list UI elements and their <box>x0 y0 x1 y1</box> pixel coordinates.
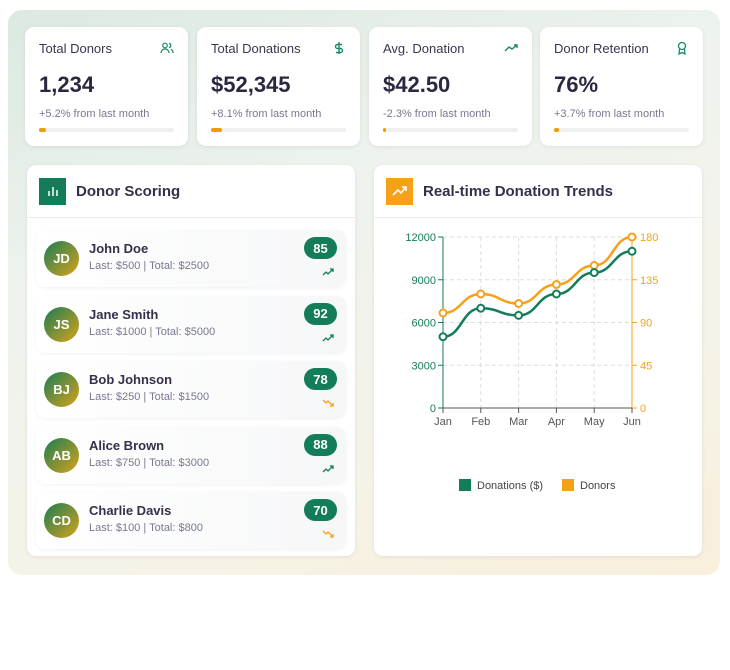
donor-row[interactable]: AB Alice Brown Last: $750 | Total: $3000… <box>36 426 346 484</box>
stat-card: Avg. Donation $42.50 -2.3% from last mon… <box>369 27 532 146</box>
donor-details: Last: $750 | Total: $3000 <box>89 456 210 469</box>
users-icon <box>160 41 174 55</box>
data-point <box>627 232 637 242</box>
score-badge: 78 <box>304 368 337 390</box>
stat-value: 1,234 <box>39 72 95 97</box>
score-badge: 85 <box>304 237 337 259</box>
trending-up-icon <box>322 330 334 341</box>
trending-up-icon <box>504 41 518 55</box>
y-left-tick-label: 3000 <box>412 360 436 372</box>
stat-title: Total Donors <box>39 41 112 56</box>
stat-progress-fill <box>39 128 46 132</box>
score-badge: 70 <box>304 499 337 521</box>
y-right-tick-label: 45 <box>640 360 652 372</box>
stat-value: $42.50 <box>383 72 451 97</box>
donor-name: John Doe <box>89 241 149 256</box>
donor-name: Charlie Davis <box>89 503 172 518</box>
panel-title: Real-time Donation Trends <box>423 182 614 200</box>
donor-row[interactable]: BJ Bob Johnson Last: $250 | Total: $1500… <box>36 361 346 418</box>
data-point <box>551 280 561 289</box>
data-point <box>589 268 599 278</box>
stat-title: Donor Retention <box>554 41 649 56</box>
stat-card: Total Donations $52,345 +8.1% from last … <box>197 27 360 146</box>
stat-change: +8.1% from last month <box>211 108 322 120</box>
donor-details: Last: $250 | Total: $1500 <box>89 391 210 403</box>
donor-details: Last: $1000 | Total: $5000 <box>89 325 216 338</box>
y-left-tick-label: 6000 <box>412 318 436 330</box>
legend-label: Donations ($) <box>477 480 543 492</box>
stat-value: 76% <box>554 72 599 97</box>
stat-progress-bar <box>211 128 346 132</box>
x-tick-label: Mar <box>509 416 528 428</box>
data-point <box>438 332 448 342</box>
series-line <box>442 235 633 315</box>
y-right-tick-label: 90 <box>640 318 652 330</box>
legend-label: Donors <box>580 480 616 492</box>
score-badge: 88 <box>304 433 337 456</box>
donor-row[interactable]: JD John Doe Last: $500 | Total: $2500 85 <box>36 230 346 287</box>
avatar: BJ <box>44 372 79 407</box>
donor-name: Bob Johnson <box>89 372 173 387</box>
donor-name: Jane Smith <box>89 306 159 322</box>
legend-swatch <box>459 479 471 491</box>
trending-down-icon <box>322 526 334 538</box>
avatar: AB <box>44 437 79 473</box>
stat-progress-fill <box>383 128 386 132</box>
donor-scoring-panel: Donor Scoring JD John Doe Last: $500 | T… <box>27 165 355 556</box>
data-point <box>589 261 599 270</box>
data-point <box>627 246 637 256</box>
stat-card: Donor Retention 76% +3.7% from last mont… <box>540 27 703 146</box>
stat-title: Total Donations <box>211 41 301 56</box>
avatar: JS <box>44 306 79 342</box>
stat-card: Total Donors 1,234 +5.2% from last month <box>25 27 188 146</box>
stat-title: Avg. Donation <box>383 41 465 56</box>
donor-name: Alice Brown <box>89 437 165 453</box>
y-right-tick-label: 180 <box>640 232 658 244</box>
stat-progress-bar <box>554 128 689 132</box>
stat-change: +3.7% from last month <box>554 108 665 120</box>
y-left-tick-label: 12000 <box>405 232 436 244</box>
stat-change: -2.3% from last month <box>383 108 491 120</box>
stat-progress-fill <box>211 128 222 132</box>
donation-trends-panel: Real-time Donation Trends 0 3000 6000 9000 1… <box>374 165 702 556</box>
trending-up-icon <box>322 264 334 276</box>
data-point <box>514 310 524 320</box>
stat-change: +5.2% from last month <box>39 108 150 120</box>
donor-details: Last: $100 | Total: $800 <box>89 522 203 534</box>
x-tick-label: May <box>584 416 605 428</box>
donor-details: Last: $500 | Total: $2500 <box>89 260 210 272</box>
trending-up-icon <box>386 177 413 205</box>
data-point <box>476 289 486 299</box>
donor-row[interactable]: CD Charlie Davis Last: $100 | Total: $80… <box>36 492 346 549</box>
y-left-tick-label: 9000 <box>412 275 436 287</box>
score-badge: 92 <box>304 302 337 325</box>
award-icon <box>675 41 689 56</box>
data-point <box>438 308 448 318</box>
y-right-tick-label: 135 <box>640 275 658 287</box>
x-tick-label: Feb <box>471 416 490 428</box>
stat-progress-bar <box>383 128 518 132</box>
data-point <box>514 299 524 308</box>
data-point <box>551 289 561 299</box>
stat-progress-bar <box>39 128 174 132</box>
avatar: CD <box>44 503 79 538</box>
avatar: JD <box>44 241 79 276</box>
trending-down-icon <box>322 395 334 407</box>
dollar-icon <box>332 41 346 55</box>
x-tick-label: Jan <box>434 416 452 428</box>
legend-swatch <box>562 479 574 491</box>
panel-title: Donor Scoring <box>76 182 181 200</box>
x-tick-label: Jun <box>623 416 641 428</box>
donor-row[interactable]: JS Jane Smith Last: $1000 | Total: $5000… <box>36 295 346 353</box>
x-tick-label: Apr <box>548 416 565 428</box>
bar-chart-icon <box>39 177 66 205</box>
stat-value: $52,345 <box>211 72 291 97</box>
trends-chart: 0 3000 6000 9000 12000 0 45 90 135 180 Jan Feb Mar Ap… <box>405 232 658 492</box>
y-left-tick-label: 0 <box>430 403 436 415</box>
data-point <box>476 303 486 313</box>
y-right-tick-label: 0 <box>640 403 646 415</box>
stat-progress-fill <box>554 128 560 132</box>
trending-up-icon <box>322 461 334 472</box>
